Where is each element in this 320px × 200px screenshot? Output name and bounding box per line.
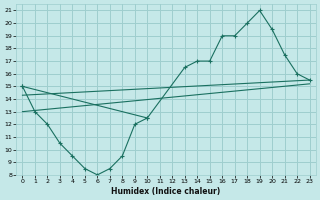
X-axis label: Humidex (Indice chaleur): Humidex (Indice chaleur): [111, 187, 221, 196]
